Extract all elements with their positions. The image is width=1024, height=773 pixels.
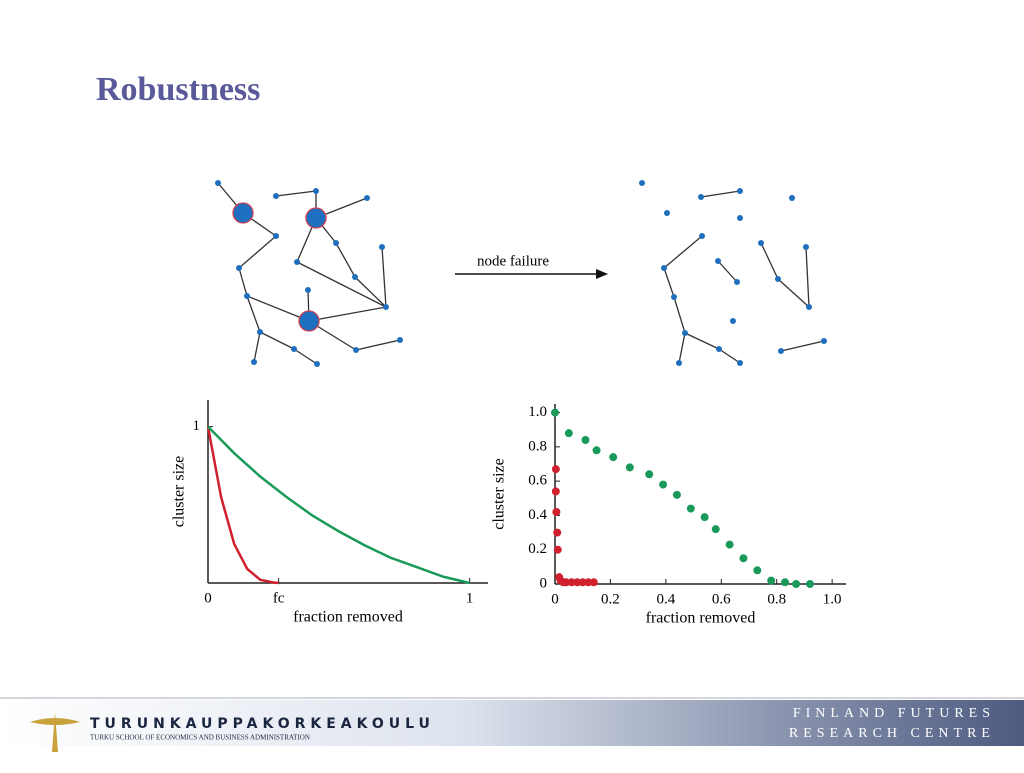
y-axis-label: cluster size <box>491 458 508 530</box>
x-tick-label: fc <box>273 590 285 606</box>
x-tick-label: 0.6 <box>712 591 731 607</box>
point <box>567 578 576 587</box>
point <box>578 578 587 587</box>
point <box>781 578 790 587</box>
arrow-label: node failure <box>477 253 549 269</box>
arrow-head <box>596 269 608 279</box>
footer-band <box>0 700 1024 746</box>
point <box>625 463 634 472</box>
x-tick-label: 1.0 <box>823 591 842 607</box>
point <box>753 566 762 575</box>
y-tick-label: 0.2 <box>528 541 547 557</box>
x-tick-label: 0.4 <box>656 591 675 607</box>
x-tick-label: 0.8 <box>767 591 786 607</box>
network-after <box>639 180 827 366</box>
x-axis-label: fraction removed <box>293 609 403 626</box>
x-tick-label: 0 <box>204 590 212 606</box>
slide-title: Robustness <box>96 71 260 108</box>
point <box>672 490 681 499</box>
point <box>553 545 562 554</box>
footer-centre: RESEARCH CENTRE <box>789 726 995 741</box>
x-tick-label: 0 <box>551 591 559 607</box>
point <box>645 470 654 479</box>
y-axis-label: cluster size <box>171 456 188 528</box>
point <box>592 446 601 455</box>
y-tick-label: 0.4 <box>528 507 547 523</box>
point <box>581 436 590 444</box>
y-tick-label: 0.8 <box>528 438 547 454</box>
point <box>805 580 814 588</box>
y-tick-label: 0 <box>540 575 548 591</box>
point <box>739 554 748 563</box>
footer-school-sub: TURKU SCHOOL OF ECONOMICS AND BUSINESS A… <box>90 734 310 742</box>
point <box>564 429 573 438</box>
point <box>589 578 598 587</box>
point <box>553 528 562 537</box>
point <box>551 408 559 417</box>
point <box>711 525 720 534</box>
point <box>700 513 709 522</box>
point <box>584 578 593 587</box>
point <box>686 504 695 513</box>
point <box>562 578 571 587</box>
point <box>551 465 560 474</box>
network-before <box>215 180 403 367</box>
footer-centre: FINLAND FUTURES <box>793 706 995 721</box>
point <box>551 487 560 496</box>
y-tick-label: 1.0 <box>528 404 547 420</box>
point <box>725 540 734 549</box>
point <box>609 453 618 462</box>
y-tick-label: 0.6 <box>528 473 547 489</box>
x-axis-label: fraction removed <box>646 610 756 627</box>
curve <box>207 425 470 585</box>
curve <box>206 426 279 585</box>
footer-school: TURUNKAUPPAKORKEAKOULU <box>90 716 435 732</box>
y-tick-label: 1 <box>193 418 201 434</box>
point <box>573 578 582 587</box>
point <box>659 480 668 489</box>
footer-logo <box>30 712 80 752</box>
point <box>552 508 561 516</box>
point <box>767 576 776 585</box>
point <box>792 580 801 588</box>
x-tick-label: 1 <box>466 590 474 606</box>
x-tick-label: 0.2 <box>601 591 620 607</box>
